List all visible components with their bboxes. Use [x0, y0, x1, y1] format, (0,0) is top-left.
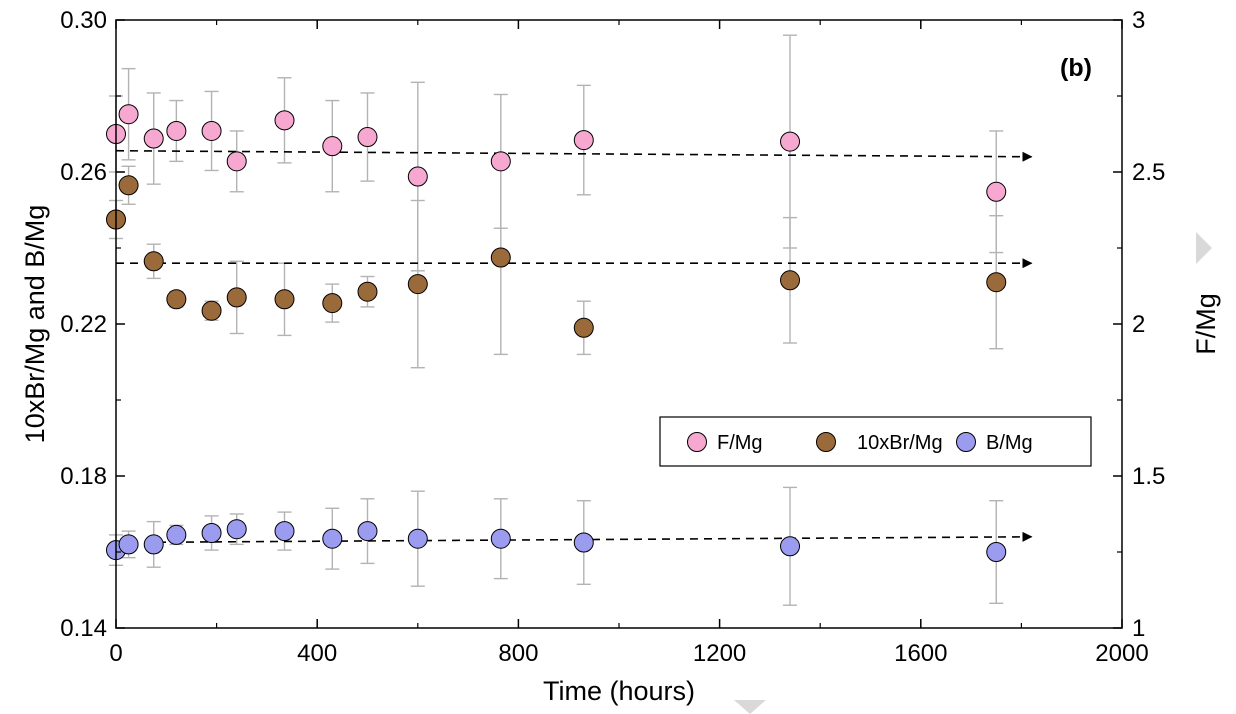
x-axis-label: Time (hours)	[543, 676, 695, 706]
point-10xbr-mg	[357, 281, 378, 302]
legend-label-f-mg: F/Mg	[717, 432, 763, 454]
point-f-mg	[357, 127, 378, 148]
trend-arrow-f-mg	[115, 149, 1033, 162]
x-tick-label: 800	[498, 640, 538, 667]
left-y-axis-label: 10xBr/Mg and B/Mg	[20, 205, 50, 444]
error-bars	[109, 34, 1004, 606]
x-tick-label: 2000	[1095, 640, 1148, 667]
point-f-mg	[322, 136, 343, 157]
point-b-mg	[407, 528, 428, 549]
x-tick-label: 1600	[894, 640, 947, 667]
point-10xbr-mg	[407, 274, 428, 295]
point-f-mg	[201, 120, 222, 141]
y-left-tick-label: 0.18	[60, 463, 107, 490]
y-right-tick-label: 2	[1132, 311, 1145, 338]
x-tick-label: 0	[109, 640, 122, 667]
y-right-tick-label: 2.5	[1132, 159, 1165, 186]
point-b-mg	[226, 519, 247, 540]
point-10xbr-mg	[201, 300, 222, 321]
next-arrow-decoration	[1196, 232, 1212, 264]
down-arrow-decoration	[734, 700, 766, 714]
legend-marker-10xbr-mg	[816, 432, 836, 452]
point-b-mg	[986, 542, 1007, 562]
right-y-axis-label: F/Mg	[1191, 293, 1221, 355]
legend: F/Mg 10xBr/Mg B/Mg	[659, 416, 1092, 467]
point-f-mg	[166, 120, 187, 141]
point-10xbr-mg	[118, 175, 139, 196]
point-f-mg	[490, 151, 511, 172]
point-b-mg	[274, 521, 295, 542]
point-10xbr-mg	[986, 272, 1007, 293]
y-right-tick-label: 1.5	[1132, 463, 1165, 490]
trend-arrows	[115, 149, 1033, 544]
legend-marker-b-mg	[956, 432, 976, 452]
axis-ticks	[115, 19, 1123, 629]
y-left-tick-label: 0.22	[60, 311, 107, 338]
point-b-mg	[201, 523, 222, 543]
point-10xbr-mg	[780, 270, 801, 291]
x-tick-label: 1200	[693, 640, 746, 667]
point-10xbr-mg	[274, 289, 295, 310]
y-left-tick-label: 0.26	[60, 159, 107, 186]
point-10xbr-mg	[322, 293, 343, 314]
data-points	[106, 104, 1007, 562]
point-f-mg	[143, 128, 164, 149]
point-f-mg	[407, 166, 428, 187]
legend-box	[659, 416, 1092, 467]
point-f-mg	[118, 104, 139, 125]
point-b-mg	[322, 528, 343, 549]
legend-label-b-mg: B/Mg	[986, 432, 1033, 454]
point-f-mg	[986, 181, 1007, 202]
point-f-mg	[274, 110, 295, 131]
y-left-tick-label: 0.30	[60, 7, 107, 34]
point-f-mg	[226, 151, 247, 172]
point-b-mg	[780, 536, 801, 557]
point-10xbr-mg	[143, 251, 164, 272]
point-b-mg	[166, 524, 187, 545]
point-10xbr-mg	[166, 289, 187, 310]
point-f-mg	[573, 130, 594, 151]
y-right-tick-label: 1	[1132, 615, 1145, 642]
point-b-mg	[573, 532, 594, 553]
panel-label: (b)	[1060, 54, 1092, 82]
point-10xbr-mg	[226, 287, 247, 308]
legend-marker-f-mg	[687, 432, 707, 452]
x-tick-label: 400	[297, 640, 337, 667]
point-10xbr-mg	[490, 247, 511, 268]
point-b-mg	[143, 534, 164, 555]
point-b-mg	[118, 534, 139, 555]
trend-arrow-b-mg	[115, 531, 1033, 544]
y-left-tick-label: 0.14	[60, 615, 107, 642]
y-right-tick-label: 3	[1132, 7, 1145, 34]
tick-labels: 0 400 800 1200 1600 2000 0.14 0.18 0.22 0.26 0.30 1…	[60, 7, 1165, 667]
point-b-mg	[357, 521, 378, 542]
point-b-mg	[490, 528, 511, 549]
point-10xbr-mg	[573, 317, 594, 338]
legend-label-10xbr-mg: 10xBr/Mg	[857, 432, 943, 454]
point-f-mg	[780, 131, 801, 152]
